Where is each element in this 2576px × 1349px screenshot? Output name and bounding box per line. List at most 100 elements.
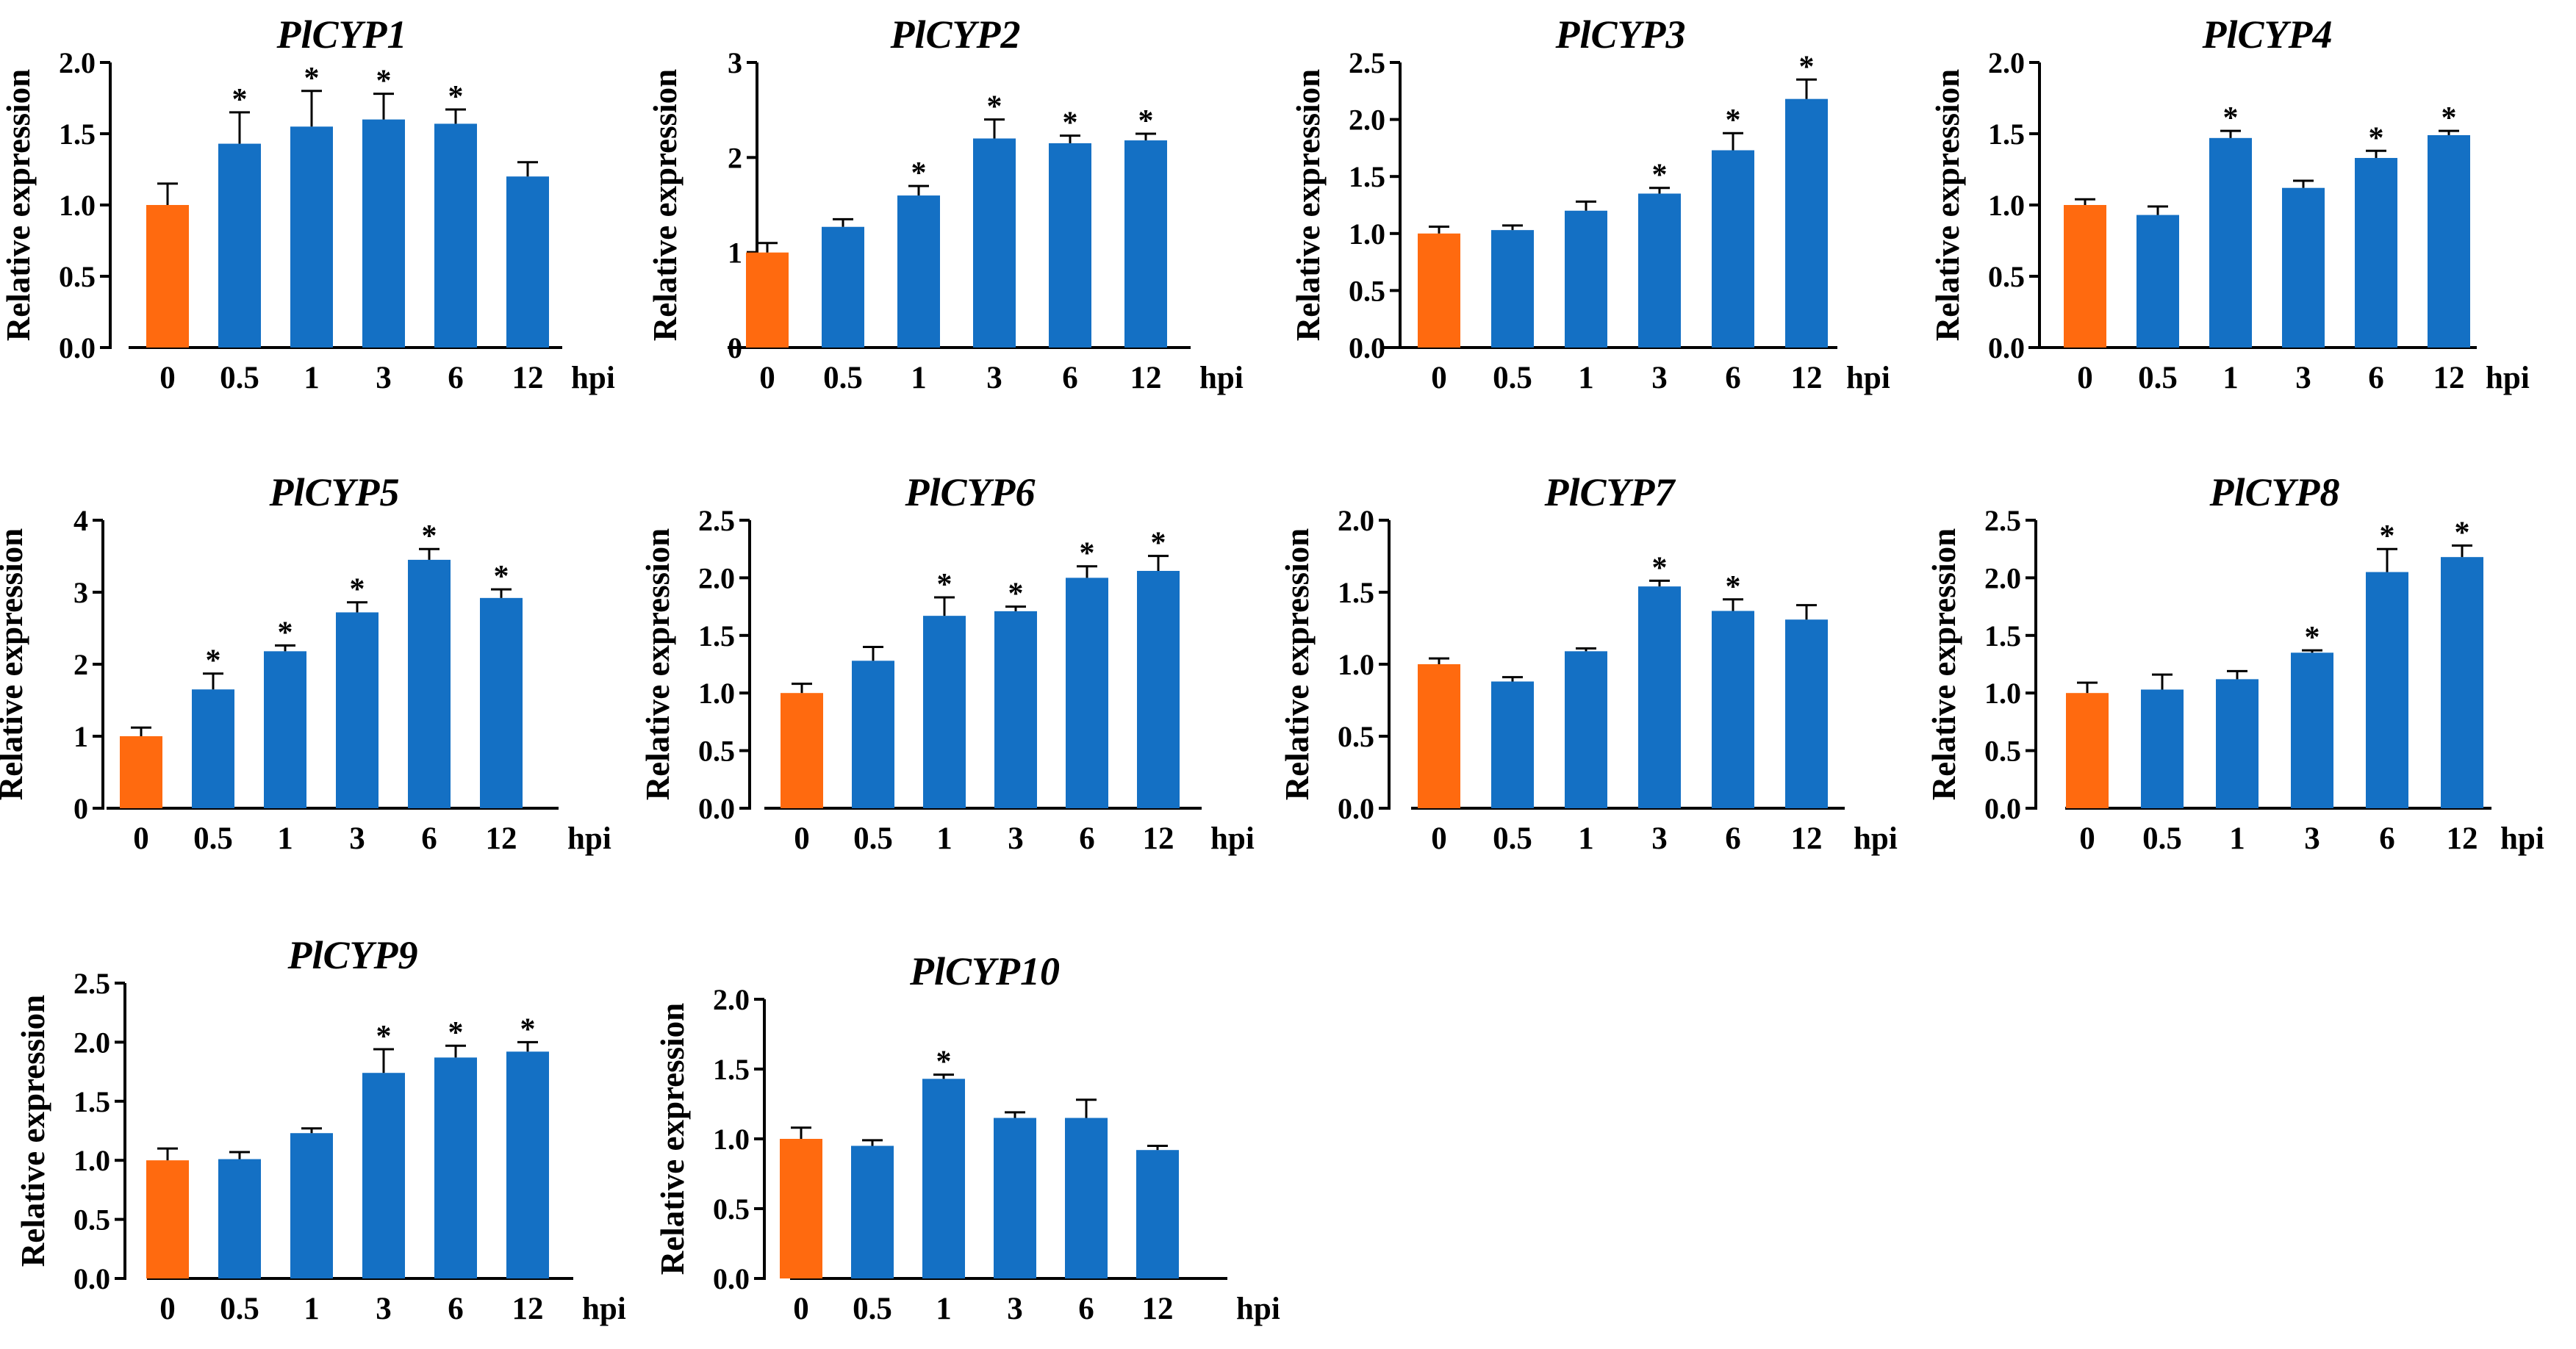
panel-8-x-tick-label: 0: [2079, 821, 2095, 856]
panel-1-x-tick-label: 0.5: [220, 361, 259, 395]
panel-4-x-unit-label: hpi: [2486, 361, 2530, 395]
panel-3: PlCYP3 Relative expression 0.0 0.5 1.0 1.5 2.0…: [1290, 12, 1890, 395]
panel-3-x-tick-label: 3: [1651, 361, 1668, 395]
panel-9-y-axis-label: Relative expression: [15, 995, 51, 1267]
panel-3-significance-star: *: [1726, 104, 1741, 137]
panel-9-y-tick-label: 2.0: [73, 1026, 110, 1059]
panel-4-x-tick-label: 3: [2295, 361, 2311, 395]
panel-10-bar: [994, 1118, 1036, 1278]
panel-3-y-tick-label: 1.5: [1349, 160, 1385, 193]
panel-1: PlCYP1 Relative expression 0.0 0.5 1.0 1.5 2.0…: [0, 12, 615, 395]
panel-6-bar: [781, 693, 823, 808]
panel-1-bar: [290, 126, 333, 348]
panel-4-x-tick-label: 0.5: [2138, 361, 2178, 395]
panel-6-x-tick-label: 0: [794, 821, 810, 856]
panel-6-y-axis-label: Relative expression: [639, 528, 676, 800]
panel-7-bar: [1785, 619, 1828, 808]
panel-5-x-tick-label: 0.5: [193, 821, 233, 856]
panel-9-x-tick-label: 12: [512, 1292, 544, 1326]
panel-10-x-tick-label: 6: [1078, 1292, 1094, 1326]
panel-4-x-tick-label: 1: [2222, 361, 2239, 395]
panel-10-x-tick-label: 1: [936, 1292, 952, 1326]
panel-9-x-tick-label: 0.5: [220, 1292, 259, 1326]
panel-4-significance-star: *: [2442, 101, 2457, 135]
panel-6-bar: [1137, 570, 1180, 808]
panel-2-bar: [897, 195, 940, 348]
panel-4-y-tick-label: 2.0: [1988, 46, 2025, 79]
panel-3-y-tick-label: 1.0: [1349, 217, 1385, 251]
panel-4-title: PlCYP4: [2202, 12, 2333, 57]
panel-9-bar: [362, 1073, 405, 1278]
panel-2-x-tick-label: 0.5: [823, 361, 863, 395]
panel-4-y-tick-label: 1.0: [1988, 189, 2025, 222]
panel-2-bar: [822, 226, 864, 348]
panel-9-y-tick-label: 1.5: [73, 1085, 110, 1118]
panel-5-bar: [408, 559, 451, 808]
panel-7-bar: [1491, 681, 1534, 808]
panel-4-significance-star: *: [2369, 121, 2384, 155]
panel-8-y-tick-label: 2.0: [1984, 561, 2021, 594]
panel-6-significance-star: *: [1151, 527, 1166, 561]
panel-2-x-tick-label: 0: [759, 361, 775, 395]
panel-1-bar: [218, 143, 261, 348]
panel-1-x-tick-label: 12: [512, 361, 544, 395]
panel-3-x-tick-label: 6: [1725, 361, 1741, 395]
panel-7-x-tick-label: 1: [1578, 821, 1594, 856]
panel-2-bar: [1124, 140, 1167, 348]
panel-8-y-axis-label: Relative expression: [1926, 528, 1962, 800]
panel-8-x-tick-label: 0.5: [2142, 821, 2182, 856]
panel-10-title: PlCYP10: [909, 949, 1060, 993]
panel-2-significance-star: *: [987, 90, 1002, 124]
panel-7-bar: [1418, 664, 1460, 808]
panel-7-x-tick-label: 3: [1651, 821, 1668, 856]
panel-10-y-tick-label: 0.5: [713, 1192, 750, 1226]
panel-2-bar: [746, 252, 789, 348]
panel-3-x-tick-label: 12: [1791, 361, 1823, 395]
panel-7-x-tick-label: 0: [1431, 821, 1447, 856]
panel-1-y-axis-label: Relative expression: [0, 69, 37, 341]
panel-7-y-axis-label: Relative expression: [1279, 528, 1316, 800]
panel-8-x-tick-label: 12: [2447, 821, 2478, 856]
panel-8-significance-star: *: [2455, 516, 2470, 550]
panel-5-significance-star: *: [422, 519, 437, 553]
panel-2-x-tick-label: 12: [1130, 361, 1162, 395]
panel-1-y-tick-label: 1.5: [59, 118, 96, 151]
panel-8-x-tick-label: 6: [2379, 821, 2395, 856]
panel-8-bar: [2441, 557, 2483, 808]
panel-2-bar: [1049, 143, 1091, 348]
panel-6-y-tick-label: 0.5: [698, 735, 735, 768]
panel-9-x-tick-label: 0: [159, 1292, 176, 1326]
panel-2-x-unit-label: hpi: [1199, 361, 1244, 395]
panel-3-significance-star: *: [1652, 159, 1668, 193]
panel-6-x-tick-label: 3: [1008, 821, 1024, 856]
panel-3-y-tick-label: 0.0: [1349, 331, 1385, 364]
panel-5-bar: [192, 689, 234, 808]
panel-8-bar: [2291, 652, 2333, 808]
panel-6-y-tick-label: 0.0: [698, 792, 735, 825]
panel-4-x-tick-label: 0: [2077, 361, 2093, 395]
panel-7-bar: [1565, 651, 1607, 808]
panel-3-bar: [1785, 98, 1828, 348]
panel-3-bar: [1712, 150, 1754, 348]
panel-5-significance-star: *: [278, 616, 293, 650]
panel-9-y-tick-label: 0.0: [73, 1262, 110, 1295]
panel-8-y-tick-label: 2.5: [1984, 504, 2021, 537]
panel-5-y-tick-label: 2: [73, 648, 88, 681]
panel-6-bar: [994, 611, 1037, 808]
panel-9-x-tick-label: 6: [448, 1292, 464, 1326]
panel-5-significance-star: *: [206, 644, 221, 678]
panel-1-x-unit-label: hpi: [571, 361, 615, 395]
panel-7-title: PlCYP7: [1544, 470, 1676, 514]
panel-7-significance-star: *: [1652, 551, 1668, 585]
panel-7-x-tick-label: 6: [1725, 821, 1741, 856]
panel-7-x-tick-label: 0.5: [1493, 821, 1532, 856]
panel-3-significance-star: *: [1799, 50, 1815, 84]
panel-6-significance-star: *: [1008, 578, 1024, 611]
panel-10-y-axis-label: Relative expression: [654, 1003, 691, 1275]
panel-5-y-tick-label: 3: [73, 576, 88, 609]
panel-8-y-tick-label: 1.5: [1984, 619, 2021, 652]
panel-9-significance-star: *: [520, 1012, 536, 1046]
panel-3-y-axis-label: Relative expression: [1290, 69, 1327, 341]
panel-6-y-tick-label: 1.0: [698, 677, 735, 710]
